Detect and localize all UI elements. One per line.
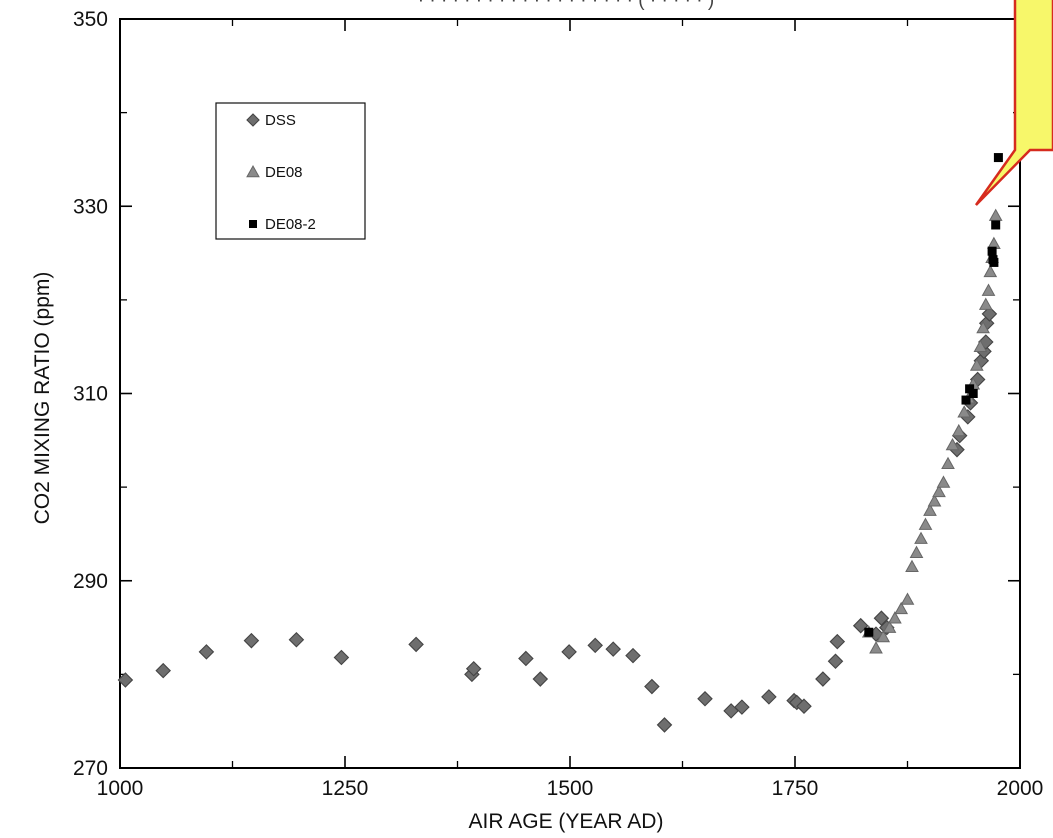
point-de08 <box>905 559 919 573</box>
point-dss <box>198 644 215 660</box>
y-tick-label: 290 <box>73 570 108 593</box>
point-dss <box>761 689 777 705</box>
plot-axes: 1000 1250 1500 1750 2000 270 290 310 330 350 <box>73 8 1043 800</box>
point-de08 <box>909 545 924 558</box>
point-dss <box>815 671 831 687</box>
point-dss <box>155 662 171 679</box>
point-dss <box>625 647 641 664</box>
point-dss <box>697 690 713 707</box>
point-de08 <box>981 283 996 296</box>
point-de08-2 <box>961 395 971 405</box>
point-de08 <box>894 601 909 615</box>
y-tick-label: 310 <box>73 383 108 406</box>
point-de08 <box>888 611 902 624</box>
point-de08 <box>918 517 933 530</box>
point-dss <box>117 672 134 688</box>
x-axis-title: AIR AGE (YEAR AD) <box>469 810 664 833</box>
x-tick-label: 1750 <box>772 777 819 800</box>
point-de08 <box>941 456 955 470</box>
point-de08 <box>927 494 942 507</box>
legend-marker-de08 <box>246 164 260 178</box>
point-dss <box>605 641 621 657</box>
point-dss <box>829 633 846 650</box>
legend-marker-dss <box>246 113 260 127</box>
point-dss <box>532 671 549 687</box>
point-dss <box>333 649 350 666</box>
point-de08 <box>876 629 891 643</box>
point-de08 <box>983 264 998 278</box>
point-de08 <box>923 503 937 516</box>
point-dss <box>734 699 750 715</box>
point-de08-2 <box>864 627 874 637</box>
point-de08-2 <box>968 389 978 398</box>
y-tick-label: 350 <box>73 8 108 31</box>
clipped-title-fragment: · · · · · · · · · · · · · · · · · · · ( … <box>418 0 714 11</box>
y-axis-title: CO2 MIXING RATIO (ppm) <box>31 272 54 525</box>
legend-label-de08-2: DE08-2 <box>265 216 316 233</box>
legend-marker-de08-2 <box>249 220 257 228</box>
point-de08 <box>945 437 960 451</box>
point-de08 <box>932 484 946 498</box>
point-dss <box>465 660 482 677</box>
point-de08 <box>957 405 972 418</box>
point-de08 <box>969 358 984 371</box>
x-tick-label: 1500 <box>547 777 594 800</box>
point-dss <box>243 632 260 649</box>
y-tick-label: 330 <box>73 195 108 218</box>
point-de08 <box>900 592 915 605</box>
point-de08 <box>936 475 951 488</box>
point-dss <box>644 678 660 695</box>
legend-box <box>215 102 366 240</box>
point-dss <box>852 617 869 634</box>
point-de08 <box>951 423 966 437</box>
point-dss <box>518 650 534 667</box>
point-de08-2 <box>989 257 999 267</box>
callout-shape <box>974 0 1053 206</box>
legend-label-de08: DE08 <box>265 164 303 181</box>
point-de08 <box>882 620 897 633</box>
point-de08 <box>978 297 993 310</box>
point-de08-2 <box>965 384 975 394</box>
point-de08 <box>988 208 1003 221</box>
y-tick-label: 270 <box>73 757 108 780</box>
point-dss <box>789 694 805 711</box>
point-dss <box>288 631 305 648</box>
point-dss <box>561 644 577 660</box>
point-de08 <box>914 531 928 544</box>
point-dss <box>827 653 844 670</box>
point-de08-2 <box>993 153 1003 163</box>
point-de08-2 <box>987 246 997 256</box>
x-tick-label: 2000 <box>997 777 1044 800</box>
point-de08 <box>973 339 988 352</box>
data-points <box>117 153 1003 733</box>
point-de08-2 <box>991 220 1001 230</box>
point-dss <box>587 637 603 654</box>
point-dss <box>408 636 424 653</box>
point-dss <box>981 306 998 322</box>
legend: DSS DE08 DE08-2 <box>215 102 366 240</box>
legend-label-dss: DSS <box>265 112 296 129</box>
x-tick-label: 1250 <box>322 777 369 800</box>
point-dss <box>796 698 812 714</box>
x-tick-label: 1000 <box>97 777 144 800</box>
point-de08 <box>976 320 990 334</box>
point-de08 <box>869 641 883 654</box>
point-dss <box>656 717 673 733</box>
